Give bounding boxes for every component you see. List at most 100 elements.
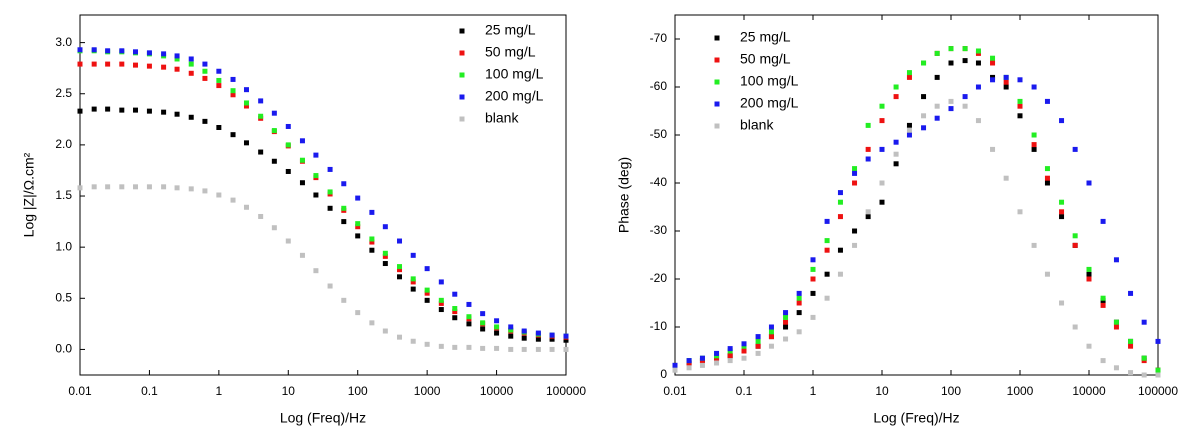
data-point (452, 291, 458, 297)
data-point (341, 205, 347, 211)
data-point (397, 267, 403, 273)
data-point (906, 132, 912, 138)
data-point (1003, 74, 1009, 80)
data-point (1017, 77, 1023, 83)
data-point (1100, 218, 1106, 224)
y-axis-label: Phase (deg) (616, 157, 632, 233)
data-point (327, 189, 333, 195)
x-tick-label: 10 (282, 384, 296, 398)
x-tick-label: 100000 (546, 384, 586, 398)
data-point (796, 290, 802, 296)
data-point (1086, 266, 1092, 272)
data-point (990, 146, 996, 152)
data-point (1059, 209, 1065, 215)
y-tick-label: 0.0 (55, 342, 72, 356)
data-point (508, 346, 514, 352)
data-point (146, 63, 152, 69)
data-point (410, 338, 416, 344)
data-point (327, 283, 333, 289)
x-tick-label: 100000 (1138, 384, 1178, 398)
x-axis-label: Log (Freq)/Hz (280, 410, 366, 426)
data-point (243, 140, 249, 146)
data-point (258, 213, 264, 219)
data-point (508, 324, 514, 330)
data-point (1155, 367, 1161, 373)
data-point (755, 338, 761, 344)
data-point (1155, 338, 1161, 344)
data-point (1086, 343, 1092, 349)
data-point (299, 252, 305, 258)
data-point (906, 122, 912, 128)
data-point (755, 343, 761, 349)
data-point (424, 266, 430, 272)
data-point (452, 344, 458, 350)
y-tick-label: 0 (660, 367, 667, 381)
data-point (1003, 79, 1009, 85)
data-point (921, 125, 927, 131)
y-tick-label: 0.5 (55, 290, 72, 304)
data-point (824, 238, 830, 244)
data-point (962, 103, 968, 109)
x-tick-label: 10000 (480, 384, 514, 398)
data-point (369, 239, 375, 245)
data-point (452, 309, 458, 315)
data-point (1086, 276, 1092, 282)
data-point (341, 181, 347, 187)
data-point (271, 110, 277, 116)
data-point (865, 122, 871, 128)
data-point (313, 192, 319, 198)
data-point (549, 346, 555, 352)
data-point (105, 61, 111, 67)
data-point (410, 279, 416, 285)
legend-marker (459, 72, 465, 78)
data-point (741, 348, 747, 354)
data-point (865, 156, 871, 162)
data-point (369, 209, 375, 215)
data-point (535, 330, 541, 336)
data-point (962, 94, 968, 100)
data-point (327, 205, 333, 211)
data-point (837, 199, 843, 205)
data-point (948, 46, 954, 52)
data-point (77, 185, 83, 191)
y-tick-label: -10 (650, 319, 668, 333)
data-point (1031, 242, 1037, 248)
data-point (480, 345, 486, 351)
x-tick-label: 1000 (414, 384, 441, 398)
legend-marker (714, 101, 720, 107)
legend-marker (459, 50, 465, 56)
data-point (216, 83, 222, 89)
data-point (893, 161, 899, 167)
data-point (1128, 370, 1134, 376)
data-point (1072, 146, 1078, 152)
data-point (161, 51, 167, 57)
data-point (1017, 98, 1023, 104)
data-point (230, 92, 236, 98)
data-point (313, 268, 319, 274)
data-point (1072, 324, 1078, 330)
data-point (146, 184, 152, 190)
data-point (91, 61, 97, 67)
data-point (962, 46, 968, 52)
data-point (1031, 132, 1037, 138)
data-point (161, 109, 167, 115)
y-tick-label: -70 (650, 31, 668, 45)
data-point (1072, 233, 1078, 239)
data-point (369, 247, 375, 253)
data-point (230, 88, 236, 94)
legend-label: 200 mg/L (740, 95, 799, 111)
y-tick-label: -40 (650, 175, 668, 189)
data-point (1059, 118, 1065, 124)
data-point (1072, 242, 1078, 248)
data-point (174, 185, 180, 191)
data-point (1086, 271, 1092, 277)
data-point (1059, 300, 1065, 306)
data-point (879, 103, 885, 109)
legend-marker (714, 123, 720, 129)
data-point (672, 362, 678, 368)
data-point (258, 98, 264, 104)
data-point (686, 358, 692, 364)
data-point (837, 271, 843, 277)
data-point (948, 60, 954, 66)
x-tick-label: 1 (216, 384, 223, 398)
